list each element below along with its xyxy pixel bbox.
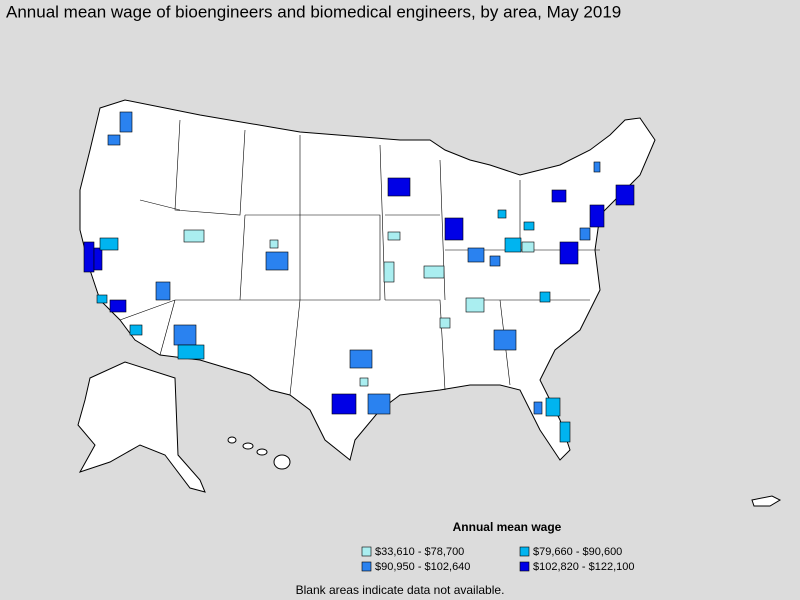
legend-swatch: [361, 561, 372, 572]
wage-area: [545, 397, 561, 417]
wage-area: [83, 241, 95, 273]
wage-area: [551, 189, 567, 203]
hawaii: [227, 436, 291, 470]
wage-area: [349, 349, 373, 369]
wage-area: [539, 291, 551, 303]
wage-area: [579, 227, 591, 241]
wage-area: [465, 297, 485, 313]
us-outline: [79, 99, 656, 461]
alaska: [77, 361, 206, 493]
wage-area: [119, 111, 133, 133]
wage-area: [559, 421, 571, 443]
wage-area: [331, 393, 357, 415]
wage-area: [359, 377, 369, 387]
wage-area: [521, 241, 535, 253]
legend-label: $79,660 - $90,600: [533, 546, 622, 558]
wage-area: [493, 329, 517, 351]
wage-area: [593, 161, 601, 173]
wage-area: [423, 265, 445, 279]
wage-area: [107, 134, 121, 146]
wage-area: [387, 177, 411, 197]
wage-area: [383, 261, 395, 283]
legend-title: Annual mean wage: [453, 520, 562, 534]
puerto-rico: [751, 495, 782, 507]
wage-area: [387, 231, 401, 241]
legend-label: $33,610 - $78,700: [375, 546, 464, 558]
wage-area: [444, 217, 464, 241]
wage-area: [177, 344, 205, 360]
wage-area: [439, 317, 451, 329]
map-title: Annual mean wage of bioengineers and bio…: [6, 2, 621, 21]
wage-area: [155, 281, 171, 301]
wage-area: [489, 255, 501, 267]
wage-area: [173, 324, 197, 346]
legend-swatch: [519, 546, 530, 557]
note: Blank areas indicate data not available.: [296, 583, 505, 597]
wage-area: [265, 251, 289, 271]
wage-area: [467, 247, 485, 263]
wage-areas: [83, 111, 635, 443]
wage-area: [615, 184, 635, 206]
wage-area: [533, 401, 543, 415]
wage-area: [99, 237, 119, 251]
wage-area: [269, 239, 279, 249]
wage-area: [504, 237, 522, 253]
wage-area: [497, 209, 507, 219]
wage-area: [523, 221, 535, 231]
wage-area: [129, 324, 143, 336]
wage-area: [367, 393, 391, 415]
legend-swatch: [361, 546, 372, 557]
legend-label: $102,820 - $122,100: [533, 561, 635, 573]
wage-area: [93, 247, 103, 271]
legend-label: $90,950 - $102,640: [375, 561, 470, 573]
legend: $33,610 - $78,700 $79,660 - $90,600 $90,95…: [361, 546, 635, 573]
wage-area: [109, 299, 127, 313]
wage-area: [589, 204, 605, 228]
wage-area: [559, 241, 579, 265]
wage-area: [183, 229, 205, 243]
wage-area: [96, 294, 108, 304]
legend-swatch: [519, 561, 530, 572]
